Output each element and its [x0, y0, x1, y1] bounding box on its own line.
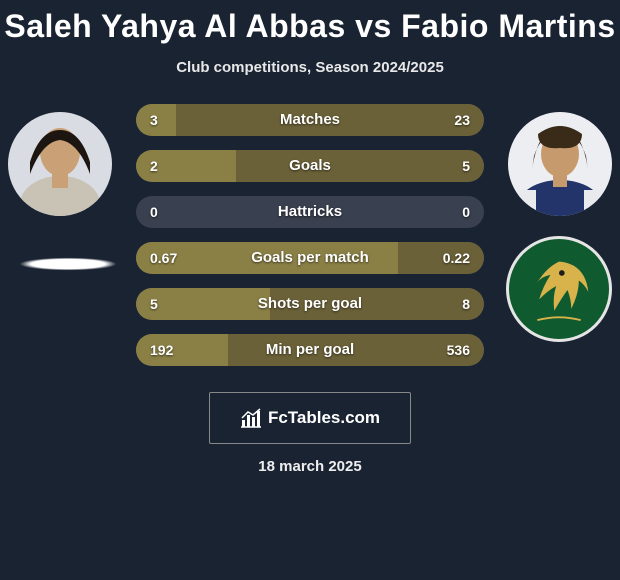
page-title: Saleh Yahya Al Abbas vs Fabio Martins [0, 0, 620, 45]
stat-label: Matches [136, 104, 484, 136]
stat-row: 25Goals [136, 150, 484, 182]
brand-chart-icon [240, 408, 262, 428]
stat-label: Min per goal [136, 334, 484, 366]
stat-row: 0.670.22Goals per match [136, 242, 484, 274]
brand-box[interactable]: FcTables.com [209, 392, 411, 444]
season-subtitle: Club competitions, Season 2024/2025 [0, 59, 620, 76]
stat-label: Goals per match [136, 242, 484, 274]
stat-row: 00Hattricks [136, 196, 484, 228]
comparison-area: 323Matches 25Goals 00Hattricks 0.670.22Goal… [0, 104, 620, 384]
club-right-badge [506, 236, 612, 342]
player-right-avatar [508, 112, 612, 216]
brand-text: FcTables.com [268, 408, 380, 428]
stat-rows: 323Matches 25Goals 00Hattricks 0.670.22Goal… [136, 104, 484, 380]
stat-label: Goals [136, 150, 484, 182]
stat-label: Hattricks [136, 196, 484, 228]
date-text: 18 march 2025 [0, 458, 620, 475]
stat-row: 192536Min per goal [136, 334, 484, 366]
stat-row: 323Matches [136, 104, 484, 136]
stat-label: Shots per goal [136, 288, 484, 320]
player-left-avatar [8, 112, 112, 216]
stat-row: 58Shots per goal [136, 288, 484, 320]
club-left-badge [8, 244, 128, 284]
